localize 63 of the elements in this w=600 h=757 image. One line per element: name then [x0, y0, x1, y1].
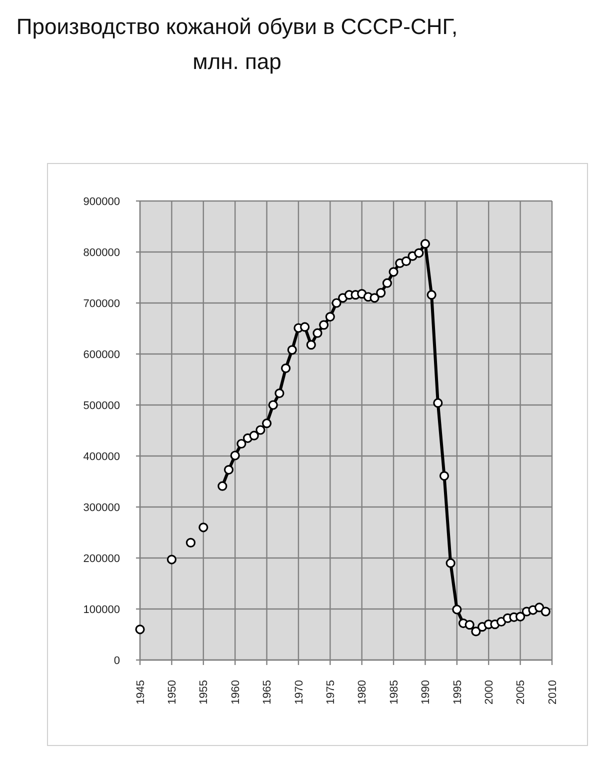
x-tick-label: 1975 — [325, 680, 338, 704]
point — [382, 278, 392, 288]
x-tick-label: 2005 — [515, 680, 528, 704]
x-tick-label: 1960 — [230, 680, 242, 704]
x-tick-label: 1980 — [356, 680, 369, 704]
x-tick-label: 1945 — [134, 680, 147, 704]
y-tick-label: 700000 — [83, 298, 120, 310]
y-tick-label: 800000 — [83, 246, 120, 259]
point — [135, 624, 145, 634]
point — [516, 612, 526, 622]
point — [249, 430, 259, 440]
point — [280, 363, 291, 374]
x-tick-label: 1950 — [166, 680, 179, 704]
point — [198, 522, 208, 532]
point — [426, 290, 436, 300]
point — [439, 471, 450, 481]
y-tick-label: 400000 — [83, 450, 120, 463]
point — [256, 425, 266, 435]
point — [370, 293, 380, 303]
point — [452, 604, 462, 614]
y-tick-label: 200000 — [83, 552, 120, 565]
point — [446, 558, 456, 568]
point — [420, 239, 430, 249]
y-tick-label: 0 — [114, 654, 120, 667]
point — [306, 340, 316, 350]
point — [262, 418, 272, 428]
x-tick-label: 1955 — [198, 680, 210, 704]
point — [388, 267, 398, 277]
point — [540, 606, 550, 616]
point — [332, 298, 342, 308]
y-tick-label: 100000 — [83, 604, 120, 616]
point — [274, 388, 284, 398]
y-tick-label: 500000 — [83, 400, 120, 412]
y-tick-label: 300000 — [83, 502, 120, 514]
point — [319, 320, 329, 330]
point — [236, 438, 246, 449]
point — [300, 322, 310, 332]
point — [268, 400, 278, 410]
chart-title: Производство кожаной обуви в СССР-СНГ, млн. пар — [16, 14, 458, 74]
x-tick-label: 1990 — [420, 680, 432, 704]
y-tick-label: 600000 — [83, 348, 120, 361]
point — [312, 328, 322, 338]
point — [218, 481, 228, 491]
y-tick-label: 900000 — [83, 196, 120, 208]
x-tick-label: 2000 — [483, 680, 496, 704]
point — [224, 464, 234, 475]
point — [186, 538, 196, 548]
x-tick-label: 2010 — [546, 680, 559, 704]
point — [414, 248, 424, 258]
x-tick-label: 1965 — [262, 680, 274, 704]
x-tick-label: 1985 — [388, 680, 400, 704]
point — [433, 398, 443, 408]
point — [325, 312, 335, 322]
point — [464, 620, 474, 630]
point — [166, 554, 176, 564]
point — [534, 602, 544, 612]
x-tick-label: 1970 — [293, 680, 306, 704]
point — [287, 345, 297, 355]
point — [471, 626, 481, 636]
x-tick-label: 1995 — [452, 680, 464, 704]
point — [376, 288, 386, 298]
point — [401, 256, 412, 266]
point — [230, 450, 240, 460]
